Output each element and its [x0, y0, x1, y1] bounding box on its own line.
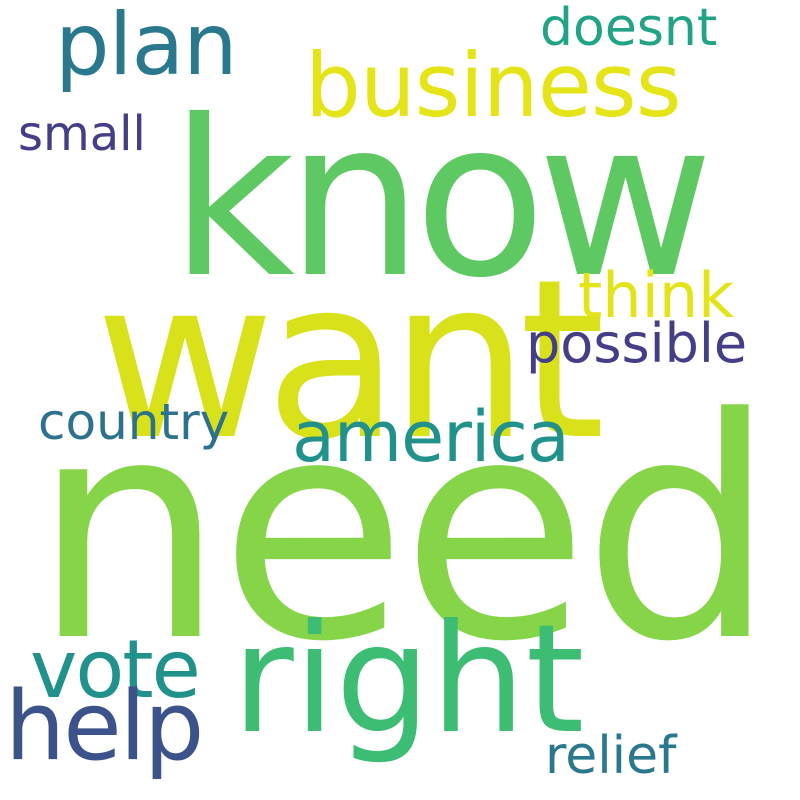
word-need: need — [32, 353, 776, 708]
word-vote: vote — [30, 623, 201, 716]
word-doesnt: doesnt — [540, 0, 718, 58]
word-want: want — [95, 232, 605, 488]
word-business: business — [305, 34, 682, 137]
word-help: help — [5, 672, 204, 782]
word-know: know — [170, 74, 714, 325]
word-plan: plan — [55, 0, 238, 95]
word-america: america — [292, 396, 570, 478]
word-right: right — [232, 593, 585, 767]
word-think: think — [578, 259, 735, 332]
word-possible: possible — [526, 312, 748, 375]
word-country: country — [38, 393, 230, 451]
word-small: small — [18, 106, 146, 162]
word-relief: relief — [545, 726, 677, 786]
